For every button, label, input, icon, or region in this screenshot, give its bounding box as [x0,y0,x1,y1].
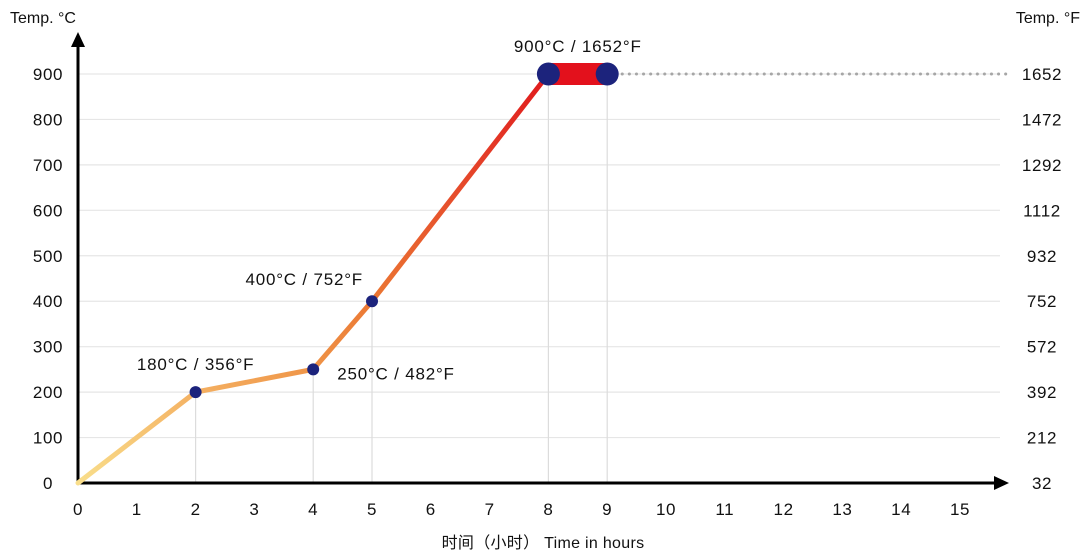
x-axis-title: 时间（小时） Time in hours [442,534,645,552]
x-tick-label: 3 [249,500,259,519]
x-tick-label: 1 [132,500,142,519]
x-tick-label: 11 [715,500,734,519]
y-tick-label-left: 900 [33,65,63,84]
hold-endpoint-marker [595,62,619,86]
data-label: 250°C / 482°F [337,364,455,383]
x-tick-label: 5 [367,500,377,519]
x-tick-label: 13 [832,500,852,519]
data-point-marker [189,386,202,399]
data-point-marker [366,295,378,308]
y-tick-label-right: 212 [1027,429,1057,448]
y-tick-label-right: 572 [1027,338,1057,357]
x-tick-label: 2 [191,500,201,519]
data-annotations: 180°C / 356°F 250°C / 482°F 400°C / 752°F 9… [137,37,642,383]
y-tick-label-left: 700 [33,156,63,175]
y-axis-title-left: Temp. °C [10,10,76,27]
x-tick-label: 7 [485,500,495,519]
x-tick-label: 6 [426,500,436,519]
y-tick-label-right: 1472 [1022,110,1062,129]
y-tick-label-right: 932 [1027,247,1057,266]
data-label: 180°C / 356°F [137,355,255,374]
y-tick-label-left: 100 [33,429,63,448]
y-axis-title-right: Temp. °F [1016,10,1080,27]
hold-endpoint-marker [536,62,560,86]
y-tick-label-left: 300 [33,338,63,357]
x-tick-label: 8 [543,500,553,519]
y-tick-label-right: 32 [1032,474,1052,493]
x-tick-label: 12 [774,500,794,519]
y-tick-label-right: 1112 [1023,201,1061,220]
y-tick-label-right: 1652 [1022,65,1062,84]
x-tick-label: 4 [308,500,318,519]
y-tick-label-right: 1292 [1022,156,1062,175]
x-tick-label: 15 [950,500,970,519]
x-tick-label: 10 [656,500,676,519]
x-tick-label: 0 [73,500,83,519]
tick-labels: 0 1 2 3 4 5 6 7 8 9 10 11 12 13 14 15010020030040050060… [33,65,1062,519]
gridlines [78,73,1000,439]
drop-lines [195,72,1008,483]
y-tick-label-left: 0 [43,474,53,493]
y-tick-label-left: 800 [33,110,63,129]
data-label: 400°C / 752°F [245,270,363,289]
y-tick-label-left: 400 [33,292,63,311]
axes [71,32,1009,490]
y-tick-label-left: 600 [33,201,63,220]
x-axis-arrow [994,476,1009,490]
y-axis-arrow [71,32,85,47]
x-tick-label: 14 [891,500,911,519]
data-label: 900°C / 1652°F [514,37,642,56]
y-tick-label-left: 200 [33,383,63,402]
x-tick-label: 9 [602,500,612,519]
data-point-marker [307,363,320,376]
y-tick-label-right: 392 [1027,383,1057,402]
data-point-markers [189,62,619,399]
y-tick-label-right: 752 [1027,292,1057,311]
y-tick-label-left: 500 [33,247,63,266]
